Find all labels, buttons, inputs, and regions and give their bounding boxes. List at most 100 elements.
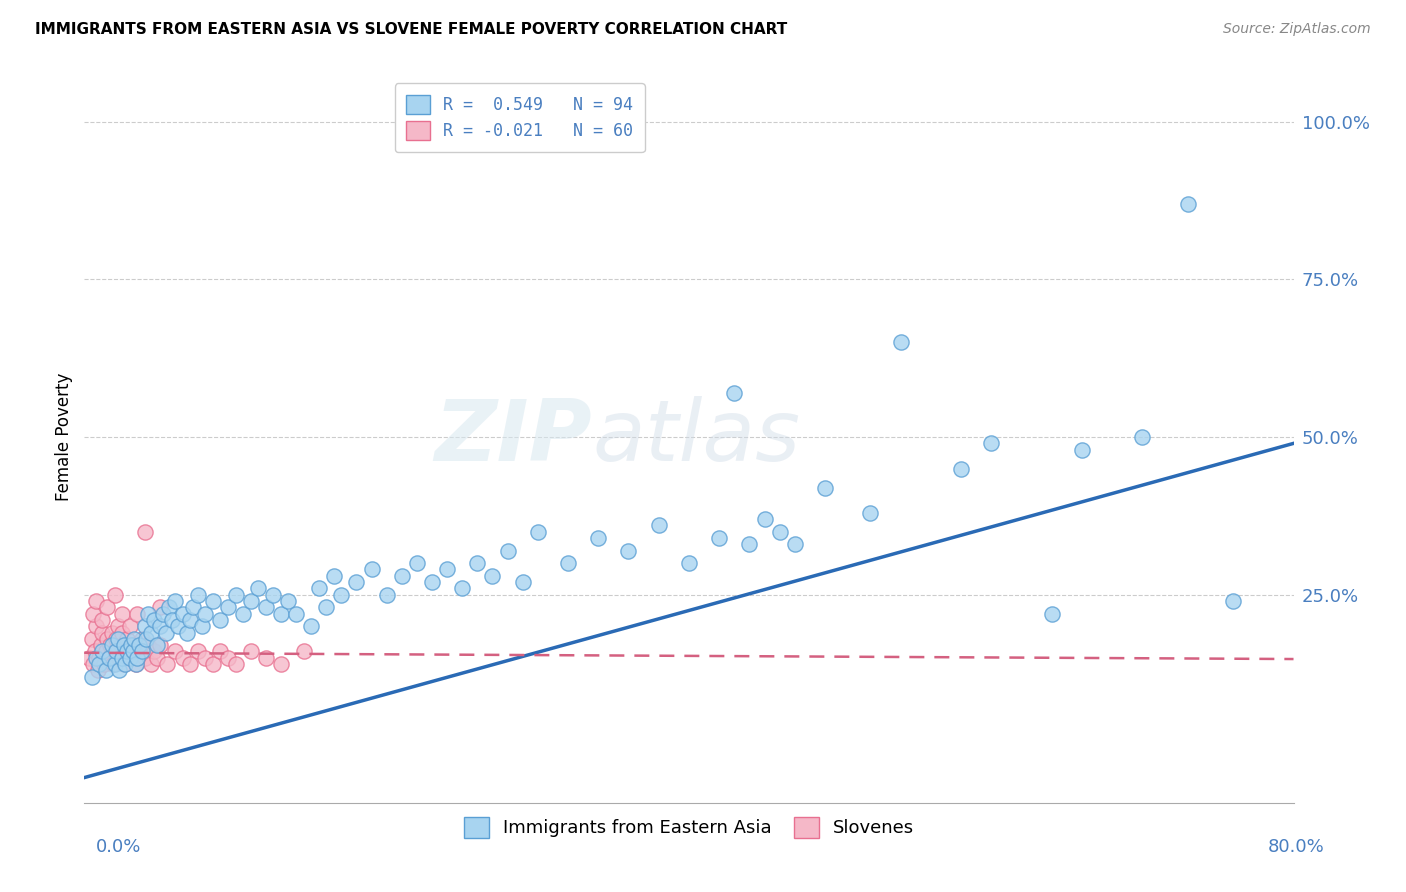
Point	[512, 575, 534, 590]
Point	[121, 644, 143, 658]
Point	[950, 461, 973, 475]
Point	[89, 657, 111, 671]
Point	[980, 436, 1002, 450]
Point	[172, 650, 194, 665]
Point	[146, 638, 169, 652]
Point	[149, 600, 172, 615]
Point	[107, 632, 129, 646]
Point	[84, 644, 107, 658]
Point	[285, 607, 308, 621]
Point	[97, 650, 120, 665]
Point	[118, 650, 141, 665]
Point	[315, 600, 337, 615]
Point	[111, 607, 134, 621]
Text: 0.0%: 0.0%	[96, 838, 141, 855]
Point	[201, 594, 224, 608]
Point	[90, 638, 112, 652]
Point	[225, 657, 247, 671]
Point	[139, 625, 162, 640]
Point	[80, 670, 103, 684]
Point	[108, 650, 131, 665]
Point	[120, 638, 142, 652]
Point	[1222, 594, 1244, 608]
Point	[142, 613, 165, 627]
Point	[94, 644, 117, 658]
Point	[783, 537, 806, 551]
Point	[360, 562, 382, 576]
Point	[128, 644, 150, 658]
Point	[157, 600, 180, 615]
Point	[115, 644, 138, 658]
Point	[1130, 430, 1153, 444]
Point	[217, 650, 239, 665]
Point	[107, 619, 129, 633]
Point	[105, 644, 128, 658]
Point	[91, 613, 114, 627]
Point	[96, 632, 118, 646]
Point	[121, 638, 143, 652]
Point	[678, 556, 700, 570]
Point	[1040, 607, 1063, 621]
Point	[270, 607, 292, 621]
Point	[436, 562, 458, 576]
Point	[110, 638, 132, 652]
Point	[86, 594, 108, 608]
Point	[101, 657, 124, 671]
Point	[194, 607, 217, 621]
Point	[134, 619, 156, 633]
Point	[292, 644, 315, 658]
Text: ZIP: ZIP	[434, 395, 592, 479]
Point	[1071, 442, 1094, 457]
Point	[87, 664, 110, 678]
Point	[125, 657, 148, 671]
Point	[82, 657, 104, 671]
Point	[108, 664, 131, 678]
Point	[201, 657, 224, 671]
Point	[738, 537, 761, 551]
Point	[209, 613, 232, 627]
Point	[406, 556, 429, 570]
Point	[648, 518, 671, 533]
Point	[254, 650, 277, 665]
Point	[481, 569, 503, 583]
Text: atlas: atlas	[592, 395, 800, 479]
Point	[105, 632, 128, 646]
Point	[114, 657, 136, 671]
Text: IMMIGRANTS FROM EASTERN ASIA VS SLOVENE FEMALE POVERTY CORRELATION CHART: IMMIGRANTS FROM EASTERN ASIA VS SLOVENE …	[35, 22, 787, 37]
Point	[754, 512, 776, 526]
Point	[134, 650, 156, 665]
Point	[179, 657, 201, 671]
Point	[86, 650, 108, 665]
Point	[859, 506, 882, 520]
Point	[82, 607, 104, 621]
Point	[254, 600, 277, 615]
Point	[114, 644, 136, 658]
Point	[93, 657, 115, 671]
Point	[209, 644, 232, 658]
Point	[98, 638, 121, 652]
Point	[104, 644, 127, 658]
Point	[187, 588, 209, 602]
Point	[136, 607, 159, 621]
Point	[156, 657, 179, 671]
Point	[217, 600, 239, 615]
Point	[709, 531, 731, 545]
Text: 80.0%: 80.0%	[1268, 838, 1324, 855]
Point	[308, 582, 330, 596]
Point	[346, 575, 368, 590]
Point	[167, 619, 190, 633]
Point	[104, 657, 127, 671]
Point	[86, 619, 108, 633]
Point	[375, 588, 398, 602]
Y-axis label: Female Poverty: Female Poverty	[55, 373, 73, 501]
Point	[262, 588, 284, 602]
Point	[588, 531, 610, 545]
Point	[139, 657, 162, 671]
Point	[122, 632, 145, 646]
Point	[135, 632, 157, 646]
Point	[127, 607, 149, 621]
Point	[155, 625, 177, 640]
Point	[617, 543, 640, 558]
Point	[104, 588, 127, 602]
Point	[165, 594, 187, 608]
